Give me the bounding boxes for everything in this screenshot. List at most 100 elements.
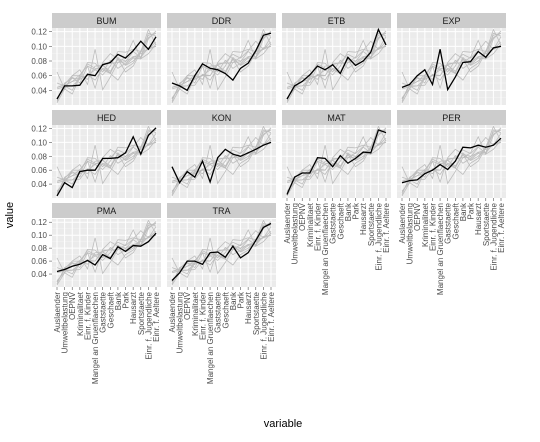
series-line-pma bbox=[56, 232, 157, 273]
series-line-pma-background bbox=[171, 140, 272, 182]
series-line-hed-background bbox=[286, 30, 387, 103]
x-tick-label: Einr. f. Kinder bbox=[314, 203, 323, 251]
series-line-pma-background bbox=[401, 43, 502, 88]
series-line-etb-background bbox=[286, 125, 387, 193]
series-line-ddr-background bbox=[56, 223, 157, 275]
x-tick-label: OEPNV bbox=[183, 291, 192, 320]
x-tick-label: Geschaeft bbox=[336, 202, 345, 239]
x-tick-label: Einr. f. Aeltere bbox=[152, 291, 161, 341]
series-line-ddr-background bbox=[171, 129, 272, 185]
series-line-tra-background bbox=[286, 129, 387, 192]
x-tick-label: Park bbox=[352, 202, 361, 219]
series-line-pma-background bbox=[171, 43, 272, 88]
series-line-mat-background bbox=[171, 222, 272, 284]
panel-strip bbox=[167, 203, 276, 218]
panel-exp: EXP bbox=[397, 13, 506, 105]
x-tick-label: OEPNV bbox=[68, 291, 77, 320]
panel-etb: ETB bbox=[282, 13, 391, 105]
x-tick-label: Geschaeft bbox=[451, 202, 460, 239]
x-tick-label: OEPNV bbox=[413, 202, 422, 231]
x-tick-label: Park bbox=[237, 291, 246, 308]
x-tick-label: Umweltbelastung bbox=[176, 292, 185, 353]
x-axis-title: variable bbox=[264, 418, 303, 430]
series-line-hed-background bbox=[286, 127, 387, 197]
y-tick-label: 0.12 bbox=[31, 28, 47, 37]
y-tick-label: 0.08 bbox=[31, 152, 47, 161]
series-line-etb-background bbox=[401, 28, 502, 100]
series-line-mat-background bbox=[56, 222, 157, 284]
x-tick-label: Einr. f. Jugendliche bbox=[144, 291, 153, 359]
x-tick-label: Umweltbelastung bbox=[406, 203, 415, 264]
panel-ddr: DDR bbox=[167, 13, 276, 105]
x-tick-label: Auslaender bbox=[168, 292, 177, 333]
x-tick-label: Geschaeft bbox=[221, 291, 230, 328]
series-line-tra-background bbox=[401, 32, 502, 98]
panel-pma: PMA bbox=[52, 203, 161, 287]
x-tick-label: Mangel an Gruenflaechen bbox=[436, 203, 445, 295]
series-line-mat-background bbox=[401, 32, 502, 102]
series-line-hed-background bbox=[171, 127, 272, 197]
x-tick-label: Einr. f. Aeltere bbox=[382, 202, 391, 252]
series-line-ddr bbox=[171, 32, 272, 92]
series-line-per bbox=[401, 137, 502, 184]
x-tick-label: Park bbox=[467, 202, 476, 219]
x-tick-labels-layer: AuslaenderUmweltbelastungOEPNVKriminalit… bbox=[53, 198, 506, 384]
series-line-tra bbox=[171, 222, 272, 281]
series-line-ddr-background bbox=[56, 129, 157, 185]
y-axis-title: value bbox=[4, 202, 16, 228]
panel-strip bbox=[52, 110, 161, 125]
x-tick-label: Kriminalitaet bbox=[76, 291, 85, 336]
series-line-pma-background bbox=[286, 140, 387, 182]
x-tick-label: Hausarzt bbox=[474, 202, 483, 235]
series-line-ddr-background bbox=[401, 129, 502, 185]
x-tick-label: Einr. f. Jugendliche bbox=[489, 202, 498, 270]
y-tick-label: 0.08 bbox=[31, 244, 47, 253]
x-tick-label: Hausarzt bbox=[359, 202, 368, 235]
x-tick-label: Sportstaette bbox=[137, 291, 146, 335]
y-tick-label: 0.08 bbox=[31, 57, 47, 66]
panel-kon: KON bbox=[167, 110, 276, 198]
x-tick-label: Gaststaette bbox=[214, 291, 223, 332]
panel-strip-label: MAT bbox=[327, 113, 346, 123]
x-tick-label: Gaststaette bbox=[99, 291, 108, 332]
panel-strip-label: PER bbox=[442, 113, 461, 123]
y-tick-label: 0.10 bbox=[31, 231, 47, 240]
panel-strip bbox=[167, 110, 276, 125]
y-tick-label: 0.04 bbox=[31, 270, 47, 279]
series-line-mat-background bbox=[401, 129, 502, 195]
x-tick-label: Kriminalitaet bbox=[421, 202, 430, 247]
y-tick-labels-layer: 0.04 0.06 0.08 0.10 0.12 0.04 0.06 0.08 0.10 0.12… bbox=[31, 28, 52, 279]
series-line-kon bbox=[171, 141, 272, 185]
panel-strip-label: HED bbox=[97, 113, 117, 123]
series-line-ddr-background bbox=[286, 129, 387, 185]
x-tick-label: Mangel an Gruenflaechen bbox=[91, 292, 100, 384]
panel-strip bbox=[52, 203, 161, 218]
x-tick-label: Einr. f. Jugendliche bbox=[259, 291, 268, 359]
x-tick-label: Einr. f. Kinder bbox=[84, 292, 93, 340]
panel-mat: MAT bbox=[282, 110, 391, 198]
x-tick-label: Bank bbox=[459, 202, 468, 221]
x-tick-label: Umweltbelastung bbox=[61, 292, 70, 353]
x-tick-label: Mangel an Gruenflaechen bbox=[206, 292, 215, 384]
series-line-ddr-background bbox=[171, 223, 272, 275]
x-tick-label: Einr. f. Kinder bbox=[199, 292, 208, 340]
series-line-pma-background bbox=[56, 43, 157, 88]
series-line-mat bbox=[286, 129, 387, 195]
series-line-pma-background bbox=[56, 140, 157, 182]
series-line-tra-background bbox=[401, 129, 502, 192]
x-tick-label: Kriminalitaet bbox=[306, 202, 315, 247]
x-tick-label: Sportstaette bbox=[367, 202, 376, 246]
panel-strip bbox=[52, 13, 161, 28]
panel-tra: TRA bbox=[167, 203, 276, 287]
panel-strip bbox=[397, 110, 506, 125]
y-tick-label: 0.04 bbox=[31, 180, 47, 189]
x-tick-label: Auslaender bbox=[53, 292, 62, 333]
x-tick-label: Bank bbox=[344, 202, 353, 221]
panel-strip-label: DDR bbox=[212, 16, 232, 26]
x-tick-label: Mangel an Gruenflaechen bbox=[321, 203, 330, 295]
x-tick-label: Sportstaette bbox=[482, 202, 491, 246]
x-tick-label: Umweltbelastung bbox=[291, 203, 300, 264]
y-tick-label: 0.06 bbox=[31, 257, 47, 266]
panel-strip-label: ETB bbox=[328, 16, 346, 26]
